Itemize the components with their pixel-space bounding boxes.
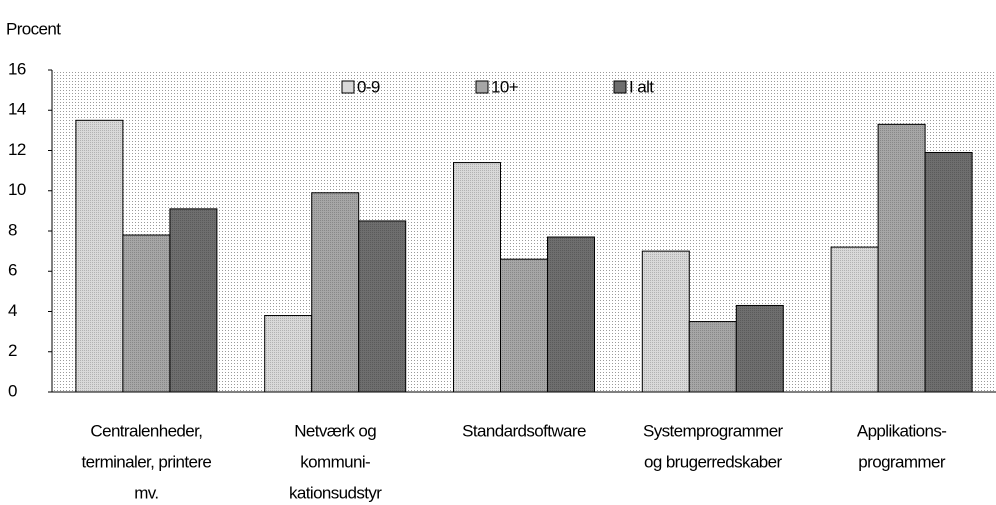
y-tick-label: 10 <box>8 180 26 199</box>
y-tick-label: 0 <box>8 381 17 400</box>
x-tick-label: terminaler, printere <box>82 452 212 471</box>
bar-texture <box>500 259 548 392</box>
bar-texture <box>264 315 312 392</box>
x-tick-label: Systemprogrammer <box>643 421 784 440</box>
x-tick-label: programmer <box>858 452 946 471</box>
bar-texture <box>689 321 737 392</box>
x-tick-label: og brugerredskaber <box>644 452 783 471</box>
bar-texture <box>169 208 217 392</box>
x-tick-label: mv. <box>134 483 158 502</box>
y-tick-label: 6 <box>8 261 17 280</box>
x-tick-label: Standardsoftware <box>462 421 586 440</box>
legend-swatch <box>613 80 627 94</box>
x-tick-label: Centralenheder, <box>90 421 202 440</box>
y-tick-label: 4 <box>8 301 17 320</box>
bar-texture <box>878 124 926 393</box>
x-tick-label: kommuni- <box>300 452 370 471</box>
bar-texture <box>642 251 690 392</box>
bar-texture <box>453 162 501 392</box>
legend-swatch <box>475 80 489 94</box>
y-tick-label: 12 <box>8 140 26 159</box>
x-tick-label: Applikations- <box>857 421 947 440</box>
bar-texture <box>75 120 123 392</box>
bar-texture <box>358 220 406 392</box>
bar-texture <box>736 305 784 392</box>
y-tick-label: 2 <box>8 341 17 360</box>
y-axis-label: Procent <box>6 19 61 38</box>
y-tick-label: 16 <box>8 59 26 78</box>
x-tick-label: kationsudstyr <box>289 483 382 502</box>
bar-texture <box>122 235 170 392</box>
legend-label: 10+ <box>491 77 519 96</box>
bar-texture <box>547 237 595 392</box>
x-tick-label: Netværk og <box>294 421 376 440</box>
legend-label: 0-9 <box>357 77 380 96</box>
bar-texture <box>831 247 879 392</box>
y-tick-label: 8 <box>8 220 17 239</box>
legend-swatch <box>341 80 355 94</box>
bar-texture <box>925 152 973 392</box>
bar-texture <box>311 192 359 392</box>
y-tick-label: 14 <box>8 100 26 119</box>
legend-label: I alt <box>629 77 654 96</box>
